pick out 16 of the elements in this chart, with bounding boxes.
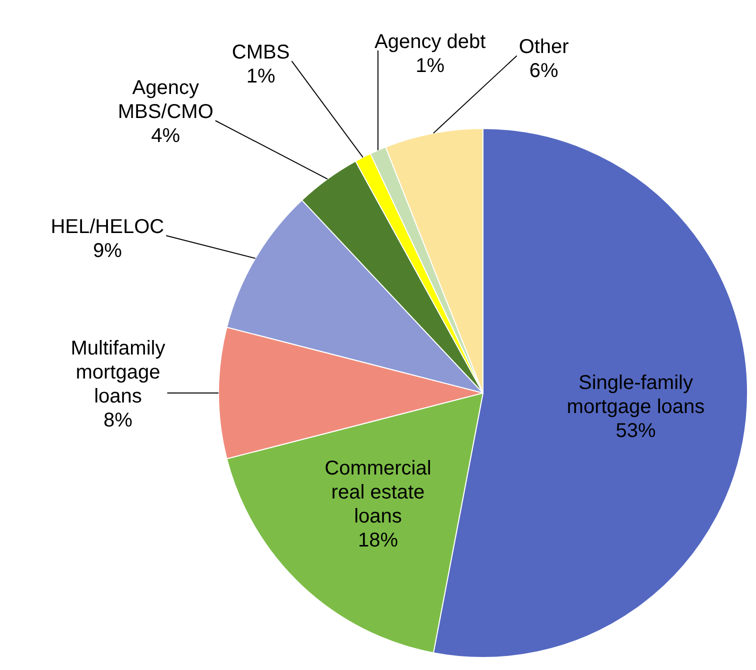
data-label: 1% <box>416 54 445 77</box>
data-label: 53% <box>616 420 656 442</box>
data-label: 18% <box>358 529 398 552</box>
slice-label: Agency debt <box>374 30 486 53</box>
data-label: 9% <box>92 240 122 262</box>
data-label: 4% <box>151 125 180 148</box>
slice-label: HEL/HELOC <box>50 216 164 238</box>
slice-label: Multifamily mortgage loans <box>70 338 166 408</box>
data-label: 6% <box>529 60 559 82</box>
slice-label: Agency MBS/CMO <box>118 77 214 124</box>
slice-label: CMBS <box>232 42 290 64</box>
slice-label: Other <box>518 36 570 58</box>
data-label: 1% <box>246 66 276 88</box>
data-label: 8% <box>104 410 133 432</box>
slice-label: Single-family mortgage loans <box>566 372 705 418</box>
slice-label: Commercial real estate loans <box>324 457 432 528</box>
